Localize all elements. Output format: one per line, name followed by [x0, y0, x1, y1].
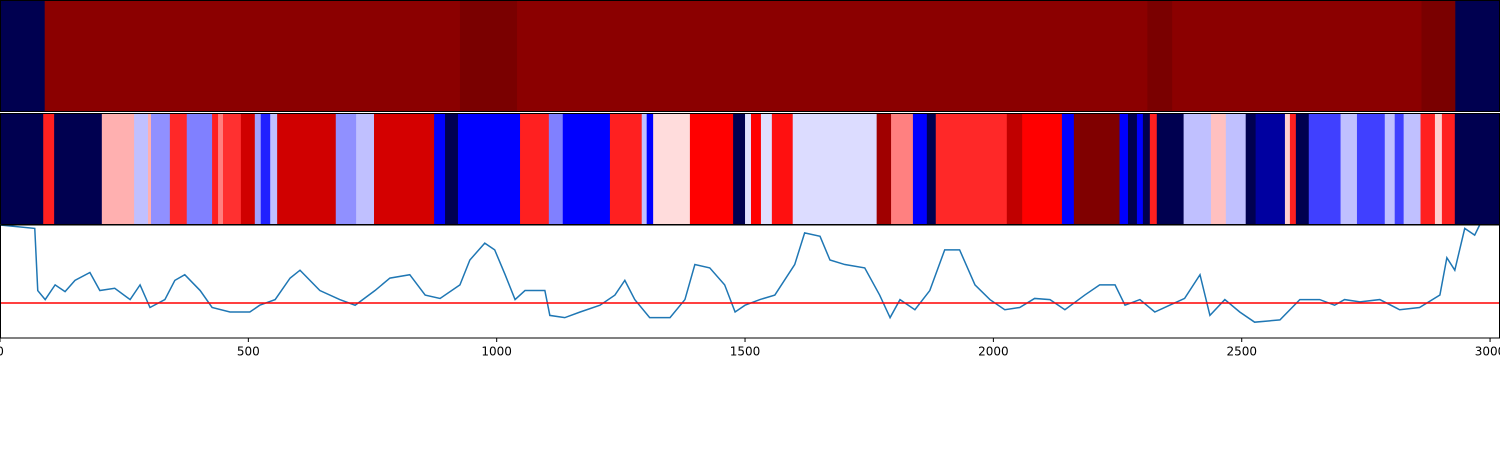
strip-segment	[1142, 113, 1151, 225]
strip-segment	[1356, 113, 1386, 225]
strip-segment	[1455, 0, 1500, 112]
x-tick-label: 3000	[1475, 345, 1500, 359]
strip-segment	[186, 113, 213, 225]
strip-segment	[223, 113, 242, 225]
strip-segment	[1421, 0, 1456, 112]
strip-segment	[1434, 113, 1443, 225]
strip-segment	[1420, 113, 1436, 225]
strip-segment	[876, 113, 892, 225]
strip-segment	[912, 113, 928, 225]
strip-segment	[1384, 113, 1396, 225]
strip-segment	[1394, 113, 1405, 225]
strip-segment	[212, 113, 219, 225]
strip-segment	[1147, 0, 1173, 112]
strip-segment	[1289, 113, 1297, 225]
strip-segment	[1183, 113, 1212, 225]
strip-segment	[1308, 113, 1342, 225]
x-tick-label: 1000	[481, 345, 512, 359]
strip-segment	[1403, 113, 1422, 225]
strip-segment	[517, 0, 1148, 112]
x-tick-label: 1500	[730, 345, 761, 359]
strip-segment	[891, 113, 914, 225]
strip-segment	[1225, 113, 1247, 225]
strip-segment	[562, 113, 611, 225]
strip-segment	[548, 113, 564, 225]
strip-segment	[1061, 113, 1075, 225]
strip-segment	[148, 113, 152, 225]
strip-segment	[270, 113, 278, 225]
strip-segment	[457, 113, 521, 225]
strip-segment	[260, 113, 271, 225]
strip-segment	[1127, 113, 1138, 225]
strip-segment	[520, 113, 550, 225]
strip-segment	[1441, 113, 1456, 225]
strip-segment	[1119, 113, 1129, 225]
x-tick-label: 2000	[978, 345, 1009, 359]
strip-segment	[54, 113, 103, 225]
data-line	[0, 224, 1481, 323]
strip-segment	[1022, 113, 1063, 225]
strip-segment	[1006, 113, 1023, 225]
strip-segment	[254, 113, 262, 225]
strip-segment	[459, 0, 518, 112]
strip-segment	[926, 113, 937, 225]
strip-segment	[1136, 113, 1144, 225]
strip-segment	[43, 113, 55, 225]
strip-segment	[134, 113, 149, 225]
strip-segment	[1295, 113, 1310, 225]
strip-segment	[792, 113, 878, 225]
strip-segment	[750, 113, 762, 225]
strip-segment	[44, 0, 461, 112]
strip-segment	[1255, 113, 1286, 225]
strip-segment	[335, 113, 357, 225]
strip-segment	[356, 113, 375, 225]
strip-segment	[277, 113, 337, 225]
strip-segment	[1073, 113, 1121, 225]
strip-segment	[1340, 113, 1358, 225]
strip-segment	[745, 113, 752, 225]
strip-segment	[0, 0, 46, 112]
strip-segment	[641, 113, 648, 225]
x-tick-label: 0	[0, 345, 4, 359]
strip-segment	[935, 113, 1008, 225]
strip-segment	[760, 113, 773, 225]
strip-segment	[445, 113, 459, 225]
strip-segment	[150, 113, 171, 225]
strip-segment	[653, 113, 691, 225]
strip-segment	[1245, 113, 1257, 225]
strip-segment	[1149, 113, 1158, 225]
strip-segment	[1156, 113, 1185, 225]
strip-segment	[609, 113, 643, 225]
x-tick-label: 500	[237, 345, 260, 359]
strip-segment	[689, 113, 734, 225]
strip-segment	[169, 113, 188, 225]
strip-segment	[646, 113, 654, 225]
x-tick-label: 2500	[1226, 345, 1257, 359]
strip-segment	[1210, 113, 1227, 225]
strip-segment	[434, 113, 446, 225]
strip-segment	[101, 113, 135, 225]
strip-segment	[0, 113, 44, 225]
strip-segment	[374, 113, 435, 225]
strip-segment	[1172, 0, 1423, 112]
strip-segment	[771, 113, 794, 225]
strip-segment	[1454, 113, 1500, 225]
strip-segment	[218, 113, 224, 225]
strip-segment	[1284, 113, 1291, 225]
strip-segment	[733, 113, 746, 225]
strip-segment	[240, 113, 256, 225]
